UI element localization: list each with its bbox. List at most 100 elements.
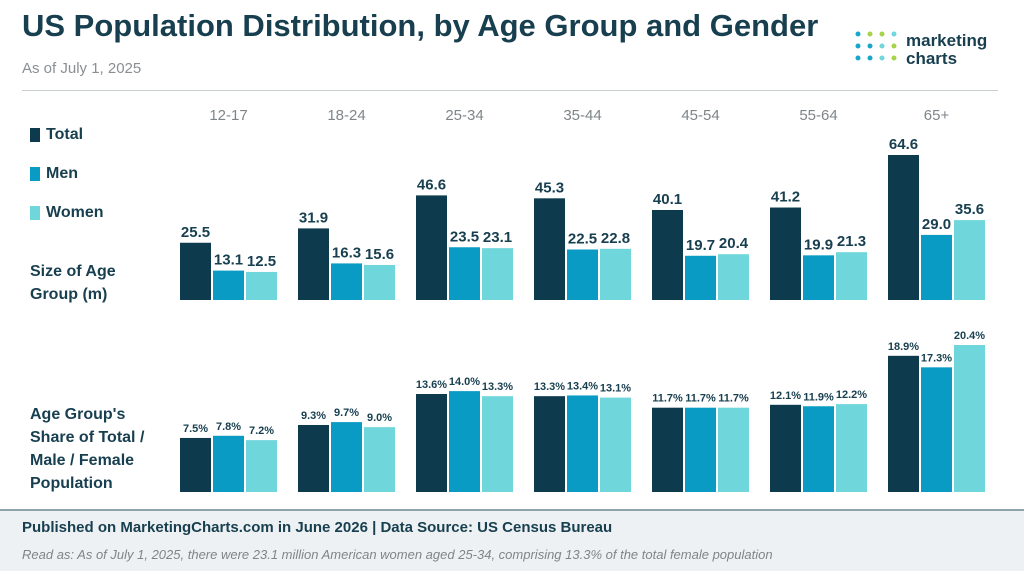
category-label: 18-24 bbox=[327, 107, 365, 124]
footer-note: Read as: As of July 1, 2025, there were … bbox=[22, 547, 773, 562]
bar-total bbox=[180, 242, 211, 300]
bar-men bbox=[331, 422, 362, 492]
bar-total bbox=[652, 407, 683, 492]
bar-total bbox=[534, 396, 565, 492]
bar-women bbox=[836, 404, 867, 492]
data-label: 9.3% bbox=[301, 410, 326, 422]
data-label: 13.3% bbox=[482, 381, 513, 393]
category-label: 12-17 bbox=[209, 107, 247, 124]
bar-total bbox=[652, 209, 683, 300]
data-label: 17.3% bbox=[921, 352, 952, 364]
bar-women bbox=[600, 248, 631, 300]
bar-women bbox=[600, 397, 631, 492]
data-label: 16.3 bbox=[332, 244, 361, 261]
data-label: 19.7 bbox=[686, 237, 715, 254]
bar-men bbox=[803, 255, 834, 300]
data-label: 46.6 bbox=[417, 176, 446, 193]
data-label: 12.1% bbox=[770, 390, 801, 402]
data-label: 18.9% bbox=[888, 341, 919, 353]
bar-total bbox=[888, 355, 919, 492]
data-label: 31.9 bbox=[299, 209, 328, 226]
legend-swatch-men bbox=[30, 167, 40, 181]
data-label: 40.1 bbox=[653, 191, 682, 208]
bar-total bbox=[416, 195, 447, 300]
bar-women bbox=[482, 248, 513, 300]
chart-subtitle: As of July 1, 2025 bbox=[22, 60, 142, 77]
data-label: 22.8 bbox=[601, 230, 630, 247]
bar-total bbox=[770, 404, 801, 492]
grouped-bar-chart: 12-17 18-24 25-34 35-44 45-54 55-64 65+ 25.5 31.… bbox=[180, 107, 985, 492]
footer: Published on MarketingCharts.com in June… bbox=[0, 509, 1024, 571]
data-label: 13.1 bbox=[214, 252, 243, 269]
category-label: 55-64 bbox=[799, 107, 837, 124]
data-label: 7.2% bbox=[249, 425, 274, 437]
logo-line-1: marketing bbox=[906, 31, 988, 50]
bar-women bbox=[836, 252, 867, 300]
data-label: 25.5 bbox=[181, 224, 210, 241]
chart-title: US Population Distribution, by Age Group… bbox=[22, 8, 819, 43]
legend-label-men: Men bbox=[46, 165, 78, 182]
bar-total bbox=[534, 198, 565, 300]
bar-men bbox=[213, 270, 244, 300]
data-label: 64.6 bbox=[889, 136, 918, 153]
header-divider bbox=[22, 90, 998, 91]
bar-women bbox=[364, 427, 395, 492]
bar-women bbox=[954, 220, 985, 300]
category-label: 25-34 bbox=[445, 107, 483, 124]
category-label: 65+ bbox=[924, 107, 950, 124]
data-label: 13.1% bbox=[600, 383, 631, 395]
legend-label-women: Women bbox=[46, 204, 104, 221]
bar-men bbox=[921, 367, 952, 492]
bar-men bbox=[685, 407, 716, 492]
row-label-share: Age Group's Share of Total / Male / Fema… bbox=[30, 406, 145, 492]
legend-swatch-women bbox=[30, 206, 40, 220]
bar-total bbox=[298, 228, 329, 300]
data-label: 20.4 bbox=[719, 235, 749, 252]
data-label: 13.3% bbox=[534, 381, 565, 393]
data-label: 41.2 bbox=[771, 189, 800, 206]
legend-swatch-total bbox=[30, 128, 40, 142]
legend-label-total: Total bbox=[46, 126, 84, 143]
data-label: 11.7% bbox=[685, 393, 716, 405]
data-label: 14.0% bbox=[449, 376, 480, 388]
bar-women bbox=[364, 264, 395, 300]
data-label: 22.5 bbox=[568, 230, 597, 247]
data-label: 9.0% bbox=[367, 412, 392, 424]
bar-women bbox=[718, 254, 749, 300]
logo-wordmark: marketing charts bbox=[906, 32, 987, 68]
data-label: 45.3 bbox=[535, 179, 564, 196]
data-label: 21.3 bbox=[837, 233, 866, 250]
category-label: 45-54 bbox=[681, 107, 719, 124]
logo-line-2: charts bbox=[906, 49, 958, 68]
bar-women bbox=[246, 271, 277, 300]
data-label: 9.7% bbox=[334, 407, 359, 419]
data-label: 11.7% bbox=[718, 393, 749, 405]
bar-women bbox=[482, 396, 513, 492]
bar-total bbox=[888, 155, 919, 300]
data-label: 23.1 bbox=[483, 229, 512, 246]
brand-logo: marketing charts bbox=[852, 28, 1012, 76]
data-label: 29.0 bbox=[922, 216, 951, 233]
data-label: 12.2% bbox=[836, 389, 867, 401]
bar-men bbox=[567, 395, 598, 492]
data-label: 23.5 bbox=[450, 228, 479, 245]
bar-men bbox=[213, 435, 244, 492]
data-label: 20.4% bbox=[954, 330, 985, 342]
row-label-size: Size of Age Group (m) bbox=[30, 263, 116, 303]
bar-men bbox=[449, 247, 480, 300]
bar-men bbox=[449, 391, 480, 492]
logo-dots-icon bbox=[855, 31, 897, 61]
bar-total bbox=[180, 437, 211, 492]
bar-women bbox=[718, 407, 749, 492]
data-label: 13.6% bbox=[416, 379, 447, 391]
bar-men bbox=[803, 406, 834, 492]
data-label: 15.6 bbox=[365, 246, 394, 263]
data-label: 11.7% bbox=[652, 393, 683, 405]
data-label: 12.5 bbox=[247, 253, 276, 270]
bar-total bbox=[770, 207, 801, 300]
bar-total bbox=[416, 394, 447, 492]
bar-men bbox=[567, 249, 598, 300]
data-label: 7.8% bbox=[216, 421, 241, 433]
data-label: 7.5% bbox=[183, 423, 208, 435]
category-label: 35-44 bbox=[563, 107, 601, 124]
